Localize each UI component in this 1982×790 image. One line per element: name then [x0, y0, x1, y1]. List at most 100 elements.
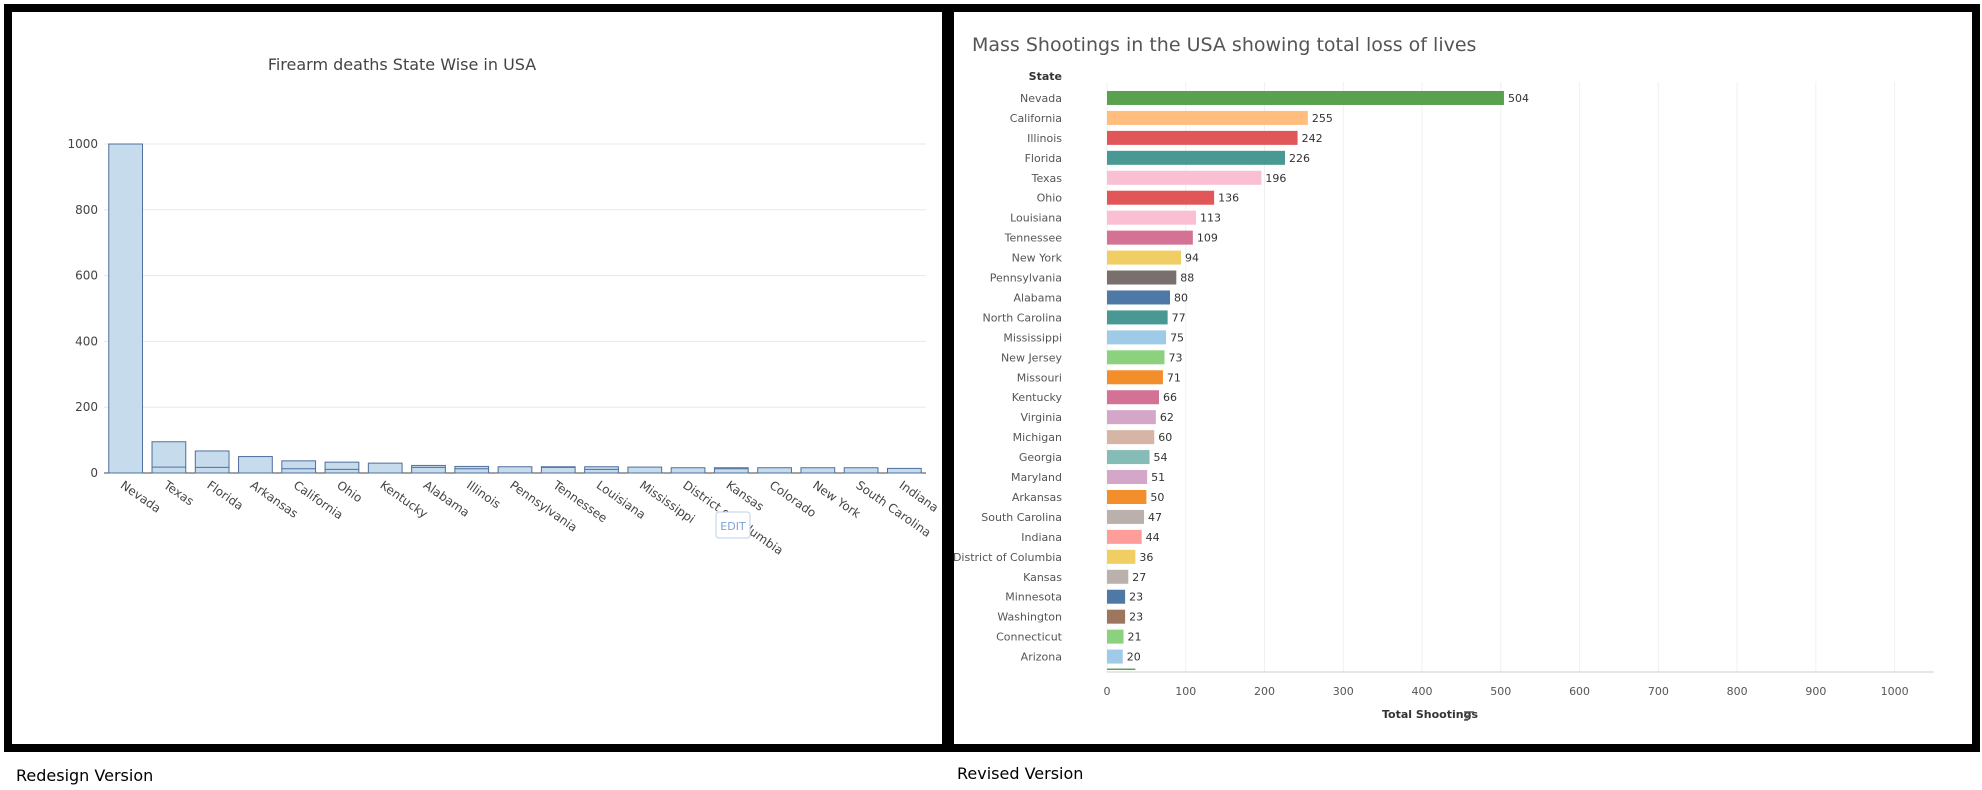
right-category-label: Indiana [1021, 531, 1062, 544]
left-bar[interactable] [670, 467, 706, 474]
left-bar[interactable] [151, 441, 187, 474]
right-caption: Revised Version [957, 764, 1084, 783]
edit-button-label[interactable]: EDIT [720, 520, 746, 533]
left-bar[interactable] [108, 143, 144, 474]
x-axis-title: Total Shootings [1382, 708, 1478, 721]
right-value-label: 88 [1180, 272, 1194, 285]
right-category-label: Washington [997, 611, 1062, 624]
right-bar[interactable] [1107, 250, 1182, 265]
right-category-label: Kentucky [1012, 391, 1063, 404]
right-bar[interactable] [1107, 390, 1159, 405]
left-x-tick-label: Ohio [334, 478, 365, 505]
right-value-label: 94 [1185, 252, 1199, 265]
left-bar[interactable] [454, 465, 490, 474]
edit-button[interactable]: EDIT [715, 511, 751, 539]
right-bar[interactable] [1107, 589, 1126, 604]
right-bar[interactable] [1107, 450, 1150, 465]
right-bar[interactable] [1107, 310, 1168, 325]
right-x-tick-label: 800 [1727, 685, 1748, 698]
right-bar[interactable] [1107, 130, 1298, 145]
left-y-tick-label: 1000 [67, 137, 98, 151]
right-bar-chart: Mass Shootings in the USA showing total … [954, 34, 1934, 721]
right-bar[interactable] [1107, 470, 1148, 485]
right-bar[interactable] [1107, 529, 1142, 544]
right-value-label: 60 [1158, 431, 1172, 444]
right-bar[interactable] [1107, 270, 1177, 285]
right-value-label: 47 [1148, 511, 1162, 524]
right-bar[interactable] [1107, 90, 1504, 105]
left-bar[interactable] [757, 467, 792, 474]
right-category-label: District of Columbia [954, 551, 1062, 564]
right-value-label: 20 [1127, 651, 1141, 664]
right-category-label: New York [1012, 252, 1063, 265]
right-value-label: 62 [1160, 411, 1174, 424]
right-bar[interactable] [1107, 150, 1286, 165]
left-bar[interactable] [800, 467, 836, 474]
left-bar[interactable] [627, 466, 663, 474]
right-chart-panel: Mass Shootings in the USA showing total … [946, 4, 1980, 752]
left-y-tick-label: 0 [90, 466, 98, 480]
left-bar[interactable] [886, 467, 922, 474]
right-category-label: Michigan [1013, 431, 1062, 444]
right-category-label: Florida [1025, 152, 1062, 165]
left-bar[interactable] [497, 466, 533, 474]
left-chart-title: Firearm deaths State Wise in USA [268, 55, 536, 74]
right-bar[interactable] [1107, 290, 1171, 305]
left-x-tick-label: Alabama [421, 478, 472, 520]
left-bar[interactable] [367, 462, 403, 474]
right-value-label: 51 [1151, 471, 1165, 484]
left-x-tick-label: South Carolina [853, 478, 933, 540]
left-x-tick-label: New York [810, 478, 863, 521]
right-value-label: 21 [1128, 631, 1142, 644]
right-bar[interactable] [1107, 410, 1156, 425]
right-bar[interactable] [1107, 350, 1165, 365]
left-bar[interactable] [843, 467, 879, 474]
right-bar[interactable] [1107, 110, 1308, 125]
left-bar[interactable] [713, 467, 749, 474]
right-bar[interactable] [1107, 549, 1136, 564]
right-bar[interactable] [1107, 170, 1262, 185]
right-bar[interactable] [1107, 489, 1147, 504]
left-bar[interactable] [238, 456, 273, 474]
left-bar[interactable] [540, 466, 576, 474]
left-bar[interactable] [324, 461, 360, 474]
right-bar[interactable] [1107, 230, 1193, 245]
right-bar[interactable] [1107, 190, 1215, 205]
right-bar[interactable] [1107, 509, 1145, 524]
right-bar[interactable] [1107, 370, 1163, 385]
left-y-tick-label: 200 [75, 400, 98, 414]
left-chart-panel: Firearm deaths State Wise in USA 0 200 400… [4, 4, 950, 752]
right-x-tick-label: 400 [1412, 685, 1433, 698]
right-category-label: Nevada [1020, 92, 1062, 105]
right-bar[interactable] [1107, 330, 1167, 345]
right-value-label: 75 [1170, 331, 1184, 344]
left-x-tick-label: Colorado [767, 478, 819, 520]
right-value-label: 66 [1163, 391, 1177, 404]
right-bar-partial [1107, 668, 1136, 670]
right-x-tick-label: 0 [1104, 685, 1111, 698]
right-category-label: California [1010, 112, 1062, 125]
right-x-tick-label: 900 [1805, 685, 1826, 698]
right-bar[interactable] [1107, 609, 1126, 624]
right-bar[interactable] [1107, 629, 1124, 644]
right-value-label: 54 [1154, 451, 1168, 464]
right-value-label: 36 [1139, 551, 1153, 564]
right-bar[interactable] [1107, 649, 1123, 664]
left-bar[interactable] [194, 450, 230, 474]
left-x-tick-label: Nevada [118, 478, 164, 516]
right-category-label: South Carolina [981, 511, 1062, 524]
left-x-tick-label: Florida [204, 478, 245, 513]
right-category-label: Alabama [1013, 291, 1062, 304]
sort-icon[interactable] [1464, 711, 1474, 721]
right-value-label: 80 [1174, 291, 1188, 304]
right-bar[interactable] [1107, 210, 1197, 225]
right-bar[interactable] [1107, 569, 1129, 584]
left-bar[interactable] [411, 464, 446, 474]
left-bar[interactable] [281, 460, 317, 474]
right-category-label: Louisiana [1010, 212, 1062, 225]
right-category-label: Ohio [1037, 192, 1063, 205]
right-category-label: Arizona [1021, 651, 1062, 664]
right-bar[interactable] [1107, 430, 1155, 445]
right-category-label: Illinois [1027, 132, 1062, 145]
left-y-tick-label: 400 [75, 334, 98, 348]
